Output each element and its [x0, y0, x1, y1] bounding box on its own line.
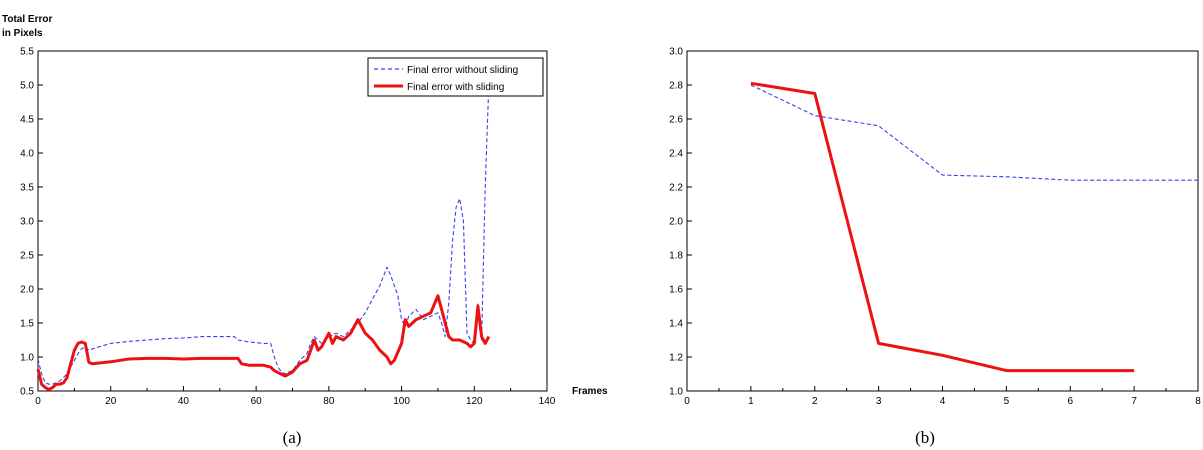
chart-a-ytick-label: 3.5: [20, 183, 34, 194]
chart-b-ytick-label: 2.4: [669, 149, 683, 160]
chart-b-series-without-sliding: [750, 84, 1198, 181]
chart-b-caption: (b): [915, 428, 935, 447]
chart-b-series-with-sliding: [750, 81, 1135, 373]
chart-a-xtick-label: 120: [466, 396, 483, 407]
chart-a-plot-area: [37, 50, 548, 392]
chart-a-legend-box: [367, 57, 544, 97]
chart-b-ytick-label: 1.6: [669, 285, 683, 296]
chart-a-legend-label-without-sliding: Final error without sliding: [407, 65, 518, 76]
chart-b-ytick-label: 1.2: [669, 353, 683, 364]
chart-a-xtick-label: 0: [35, 396, 41, 407]
chart-b-xtick-label: 7: [1131, 396, 1137, 407]
chart-a-ytick-label: 2.5: [20, 251, 34, 262]
chart-a: Total Error in Pixels Frames 0 20 40 60 80 10…: [2, 14, 608, 447]
chart-b-ticks: 0 1 2 3 4 5 6 7 8 1.0 1.2 1.4 1.6 1.8 2.0 2.2 2.4 2.6 2.8 3…: [669, 47, 1201, 408]
chart-a-series-with-sliding: [36, 294, 491, 392]
chart-a-ytick-label: 5.0: [20, 81, 34, 92]
chart-b-ytick-label: 1.4: [669, 319, 683, 330]
chart-a-lines: [36, 84, 491, 392]
chart-b-plot-area: [686, 50, 1199, 392]
chart-b: 0 1 2 3 4 5 6 7 8 1.0 1.2 1.4 1.6 1.8 2.0 2.2 2.4 2.6 2.8 3…: [669, 47, 1201, 448]
chart-a-xtick-label: 140: [539, 396, 556, 407]
chart-a-ytick-label: 1.5: [20, 319, 34, 330]
chart-b-xtick-label: 5: [1004, 396, 1010, 407]
chart-a-xtick-label: 40: [178, 396, 190, 407]
chart-a-ytick-label: 1.0: [20, 353, 34, 364]
chart-a-xtick-label: 20: [105, 396, 117, 407]
chart-b-xtick-label: 2: [812, 396, 818, 407]
chart-b-ytick-label: 3.0: [669, 47, 683, 58]
chart-a-ytick-label: 2.0: [20, 285, 34, 296]
chart-b-ytick-label: 1.8: [669, 251, 683, 262]
chart-a-ytick-label: 3.0: [20, 217, 34, 228]
chart-b-xtick-label: 4: [940, 396, 946, 407]
chart-a-ylabel-line-1: Total Error: [2, 14, 52, 25]
chart-b-xtick-label: 3: [876, 396, 882, 407]
chart-a-xlabel: Frames: [572, 386, 608, 397]
chart-a-xtick-label: 100: [393, 396, 410, 407]
chart-a-ticks: 0 20 40 60 80 100 120 140 0.5 1.0 1.5 2.0 2.5 3.0 3.5 4…: [20, 47, 556, 408]
chart-a-xtick-label: 60: [251, 396, 263, 407]
chart-b-ytick-label: 2.2: [669, 183, 683, 194]
chart-a-legend-label-with-sliding: Final error with sliding: [407, 82, 504, 93]
chart-a-ytick-label: 4.0: [20, 149, 34, 160]
chart-a-ytick-label: 0.5: [20, 387, 34, 398]
chart-a-ytick-label: 4.5: [20, 115, 34, 126]
chart-b-ytick-label: 2.6: [669, 115, 683, 126]
chart-b-xtick-label: 6: [1067, 396, 1073, 407]
chart-b-ytick-label: 2.8: [669, 81, 683, 92]
chart-b-ytick-label: 1.0: [669, 387, 683, 398]
chart-b-ytick-label: 2.0: [669, 217, 683, 228]
chart-a-ylabel-line-2: in Pixels: [2, 28, 43, 39]
chart-a-xtick-label: 80: [323, 396, 335, 407]
chart-b-xtick-label: 1: [748, 396, 754, 407]
chart-b-xtick-label: 0: [684, 396, 690, 407]
chart-b-xtick-label: 8: [1195, 396, 1201, 407]
chart-a-ytick-label: 5.5: [20, 47, 34, 58]
chart-a-caption: (a): [283, 428, 302, 447]
chart-a-legend: Final error without sliding Final error …: [367, 57, 544, 97]
chart-b-lines: [750, 81, 1198, 373]
